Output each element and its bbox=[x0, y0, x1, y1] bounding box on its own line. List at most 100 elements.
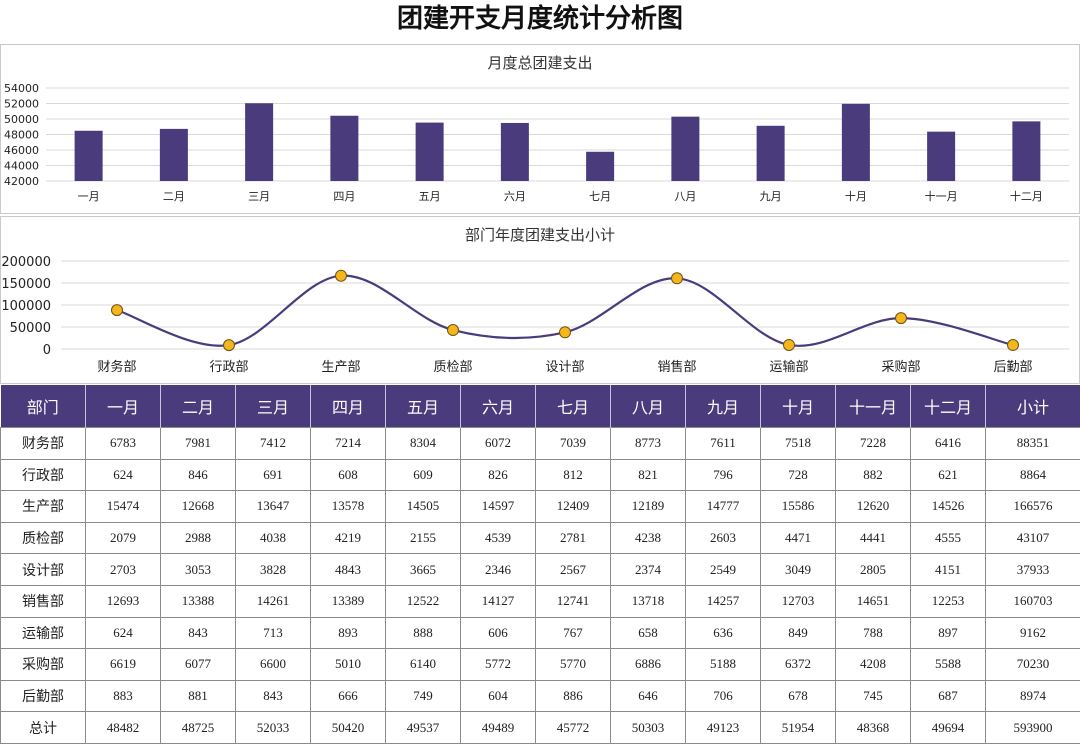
row-label: 质检部 bbox=[1, 522, 86, 554]
table-cell: 7214 bbox=[311, 428, 386, 460]
table-cell: 593900 bbox=[986, 712, 1080, 744]
table-cell: 2079 bbox=[86, 522, 161, 554]
table-cell: 14651 bbox=[836, 585, 911, 617]
table-cell: 4151 bbox=[911, 554, 986, 586]
row-label: 设计部 bbox=[1, 554, 86, 586]
table-cell: 888 bbox=[386, 617, 461, 649]
table-cell: 6372 bbox=[761, 649, 836, 681]
bar-category-label: 一月 bbox=[78, 190, 100, 203]
line-y-tick-label: 100000 bbox=[1, 299, 51, 314]
table-cell: 4441 bbox=[836, 522, 911, 554]
table-cell: 886 bbox=[536, 680, 611, 712]
table-cell: 636 bbox=[686, 617, 761, 649]
column-header: 七月 bbox=[536, 385, 611, 428]
column-header: 小计 bbox=[986, 385, 1080, 428]
bar-七月 bbox=[586, 152, 614, 181]
table-cell: 5772 bbox=[461, 649, 536, 681]
table-cell: 4208 bbox=[836, 649, 911, 681]
table-cell: 14505 bbox=[386, 491, 461, 523]
point-后勤部 bbox=[1008, 340, 1019, 351]
table-cell: 7039 bbox=[536, 428, 611, 460]
table-cell: 658 bbox=[611, 617, 686, 649]
table-cell: 12620 bbox=[836, 491, 911, 523]
column-header: 二月 bbox=[161, 385, 236, 428]
column-header: 九月 bbox=[686, 385, 761, 428]
department-line-chart-svg: 部门年度团建支出小计050000100000150000200000财务部行政部… bbox=[1, 217, 1079, 383]
table-cell: 5588 bbox=[911, 649, 986, 681]
table-cell: 882 bbox=[836, 459, 911, 491]
table-cell: 4038 bbox=[236, 522, 311, 554]
table-cell: 13388 bbox=[161, 585, 236, 617]
table-cell: 843 bbox=[161, 617, 236, 649]
table-cell: 13578 bbox=[311, 491, 386, 523]
bar-category-label: 四月 bbox=[333, 190, 355, 203]
table-cell: 713 bbox=[236, 617, 311, 649]
table-cell: 745 bbox=[836, 680, 911, 712]
bar-八月 bbox=[671, 117, 699, 181]
table-cell: 678 bbox=[761, 680, 836, 712]
table-cell: 50303 bbox=[611, 712, 686, 744]
table-cell: 6140 bbox=[386, 649, 461, 681]
bar-category-label: 五月 bbox=[419, 190, 441, 203]
table-cell: 49123 bbox=[686, 712, 761, 744]
table-cell: 15474 bbox=[86, 491, 161, 523]
table-cell: 687 bbox=[911, 680, 986, 712]
table-cell: 843 bbox=[236, 680, 311, 712]
table-cell: 14127 bbox=[461, 585, 536, 617]
table-cell: 4843 bbox=[311, 554, 386, 586]
table-cell: 48725 bbox=[161, 712, 236, 744]
table-cell: 2805 bbox=[836, 554, 911, 586]
row-label: 采购部 bbox=[1, 649, 86, 681]
bar-y-tick-label: 46000 bbox=[4, 144, 39, 157]
table-cell: 48368 bbox=[836, 712, 911, 744]
table-cell: 49489 bbox=[461, 712, 536, 744]
table-cell: 624 bbox=[86, 459, 161, 491]
table-cell: 14257 bbox=[686, 585, 761, 617]
table-cell: 5188 bbox=[686, 649, 761, 681]
table-cell: 897 bbox=[911, 617, 986, 649]
table-cell: 893 bbox=[311, 617, 386, 649]
table-cell: 12189 bbox=[611, 491, 686, 523]
table-cell: 6783 bbox=[86, 428, 161, 460]
bar-category-label: 七月 bbox=[589, 190, 611, 203]
bar-二月 bbox=[160, 129, 188, 181]
table-cell: 2703 bbox=[86, 554, 161, 586]
line-category-label: 质检部 bbox=[433, 360, 472, 375]
table-cell: 14526 bbox=[911, 491, 986, 523]
table-cell: 5770 bbox=[536, 649, 611, 681]
row-label: 后勤部 bbox=[1, 680, 86, 712]
table-cell: 6886 bbox=[611, 649, 686, 681]
table-cell: 52033 bbox=[236, 712, 311, 744]
table-cell: 43107 bbox=[986, 522, 1080, 554]
bar-category-label: 十月 bbox=[845, 189, 867, 203]
bar-category-label: 三月 bbox=[248, 190, 270, 203]
table-cell: 881 bbox=[161, 680, 236, 712]
table-cell: 45772 bbox=[536, 712, 611, 744]
table-cell: 51954 bbox=[761, 712, 836, 744]
point-采购部 bbox=[896, 313, 907, 324]
line-category-label: 运输部 bbox=[769, 359, 808, 375]
column-header: 五月 bbox=[386, 385, 461, 428]
table-cell: 749 bbox=[386, 680, 461, 712]
table-header-row: 部门一月二月三月四月五月六月七月八月九月十月十一月十二月小计 bbox=[1, 385, 1080, 428]
table-cell: 12668 bbox=[161, 491, 236, 523]
table-cell: 12253 bbox=[911, 585, 986, 617]
line-category-label: 行政部 bbox=[209, 360, 248, 375]
table-cell: 12741 bbox=[536, 585, 611, 617]
table-cell: 13389 bbox=[311, 585, 386, 617]
point-生产部 bbox=[336, 270, 347, 281]
table-cell: 13718 bbox=[611, 585, 686, 617]
table-cell: 604 bbox=[461, 680, 536, 712]
column-header: 部门 bbox=[1, 385, 86, 428]
row-label: 销售部 bbox=[1, 585, 86, 617]
row-label: 总计 bbox=[1, 712, 86, 744]
table-cell: 4219 bbox=[311, 522, 386, 554]
table-cell: 15586 bbox=[761, 491, 836, 523]
table-cell: 5010 bbox=[311, 649, 386, 681]
table-cell: 7981 bbox=[161, 428, 236, 460]
